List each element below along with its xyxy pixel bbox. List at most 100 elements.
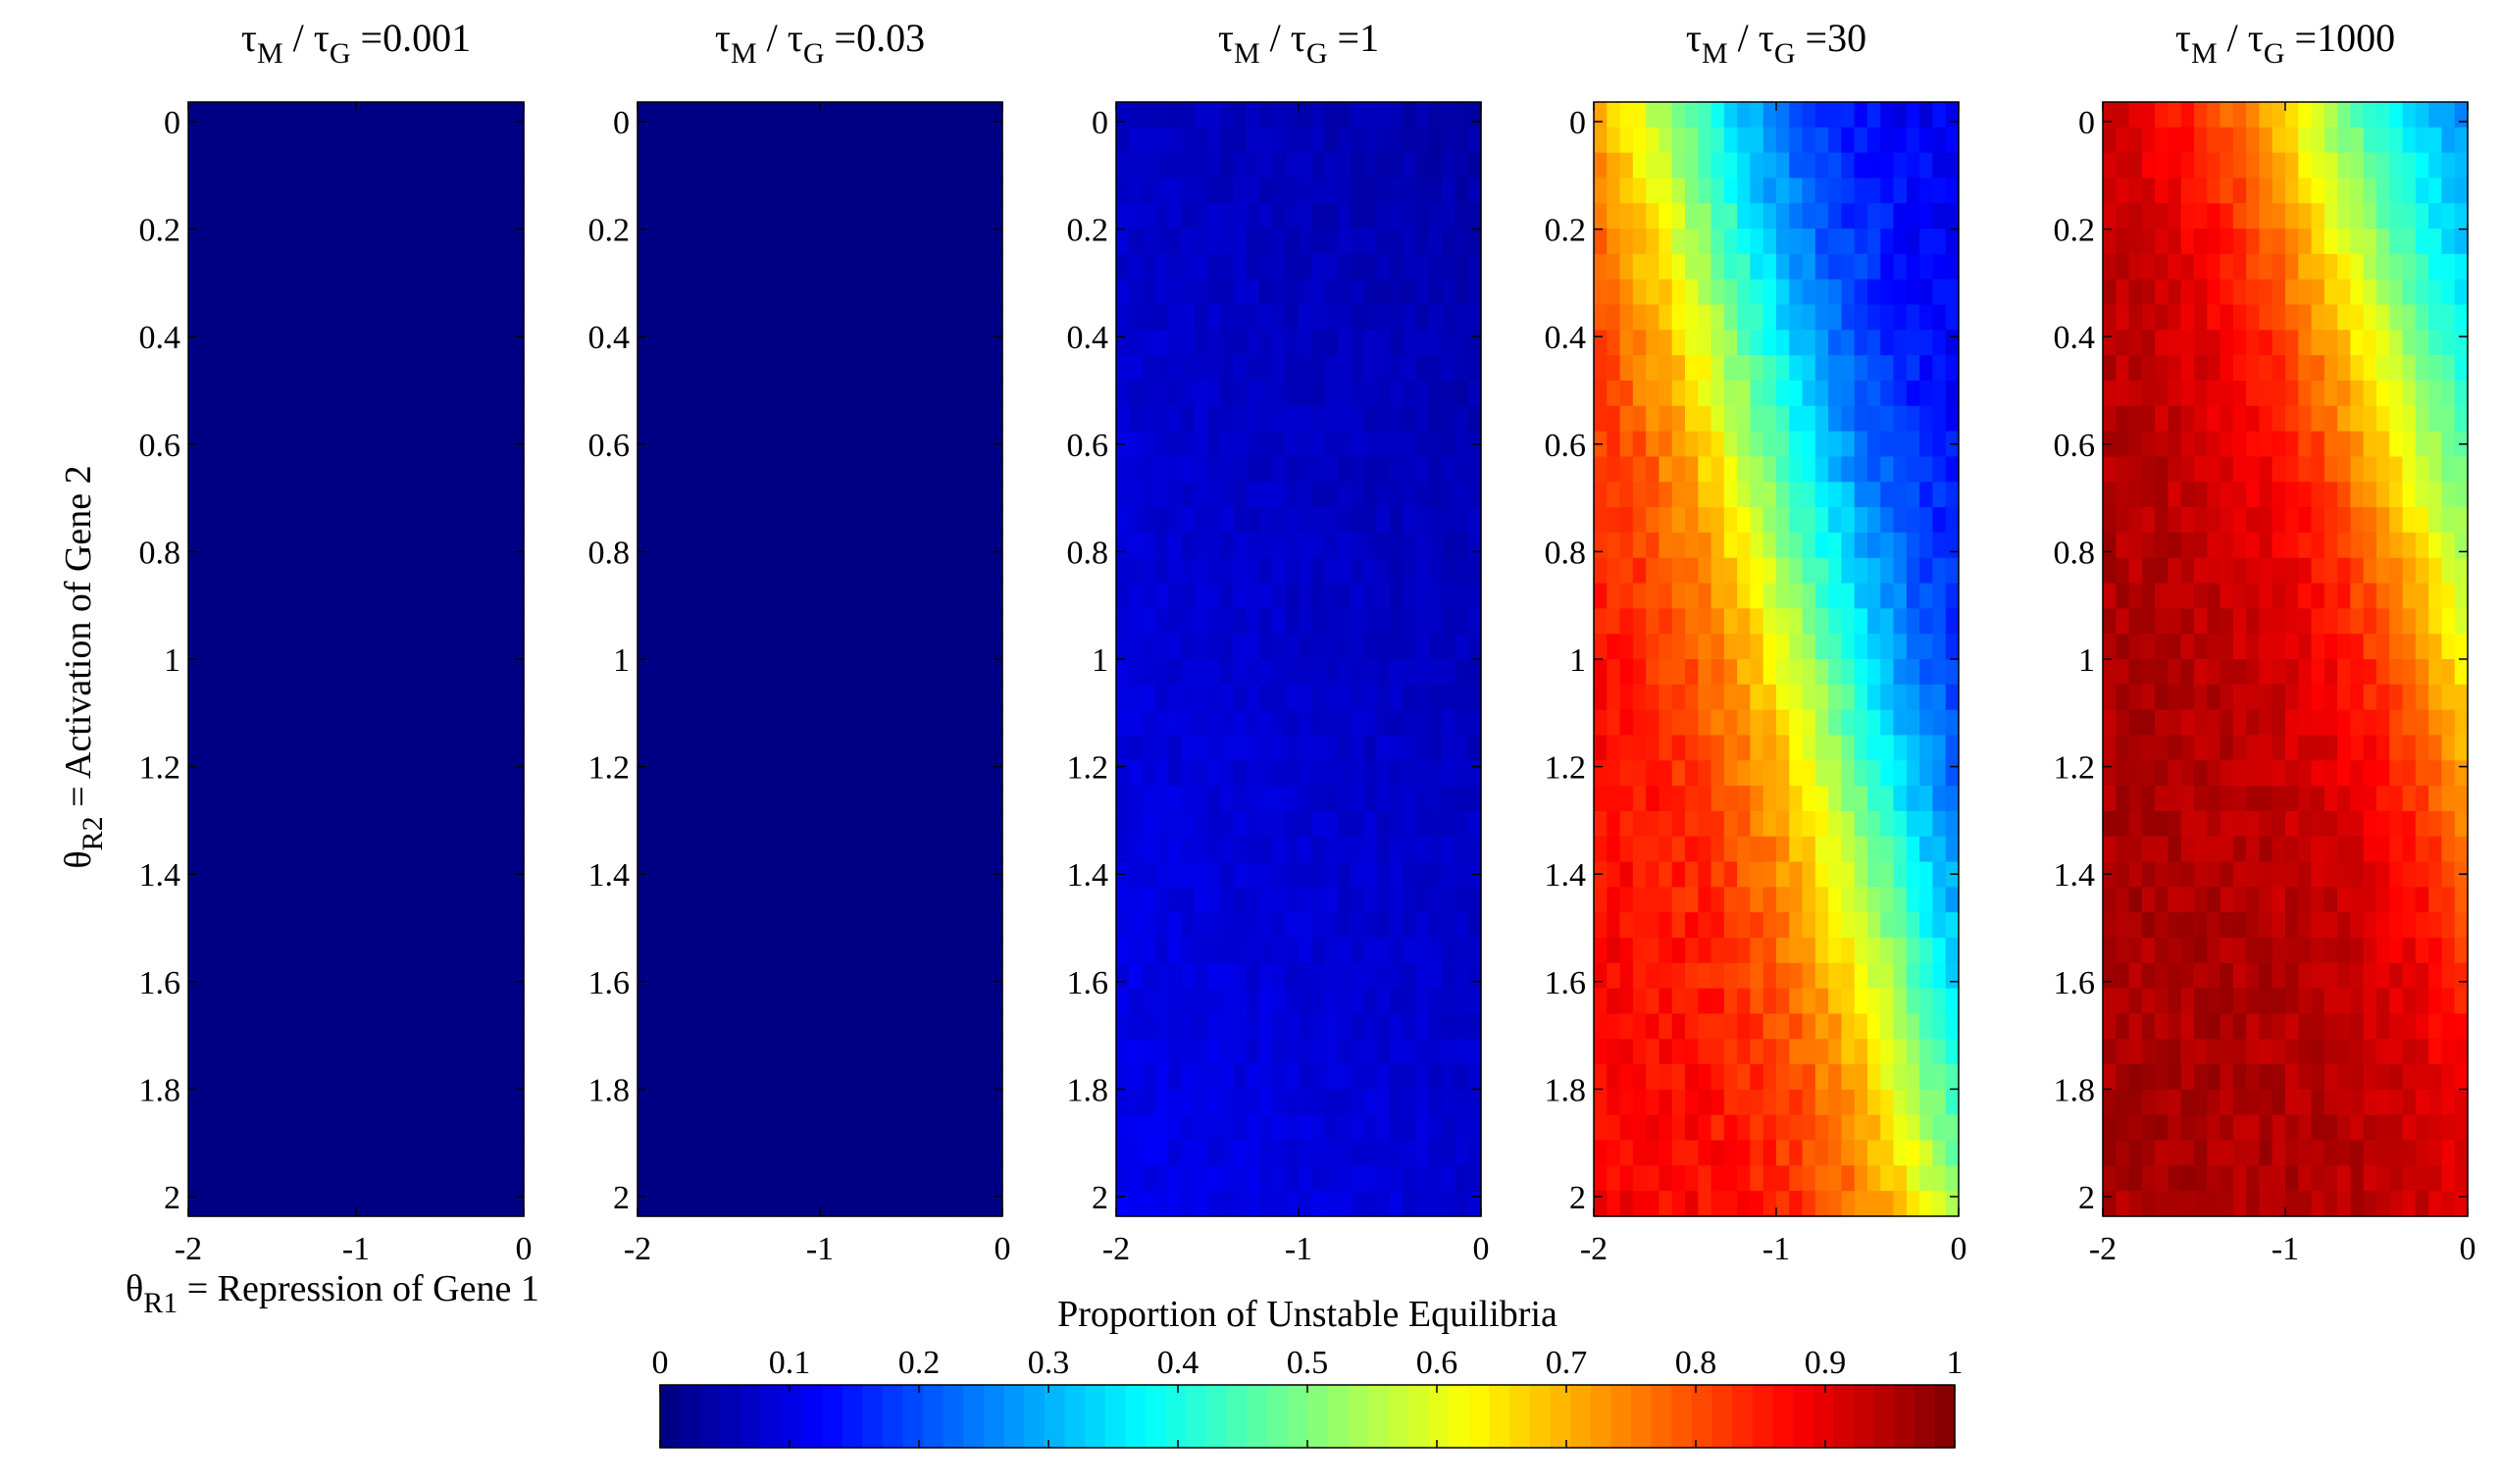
heatmap-cell: [885, 381, 899, 407]
heatmap-cell: [1220, 532, 1235, 559]
heatmap-cell: [911, 709, 925, 737]
heatmap-cell: [200, 1191, 214, 1217]
heatmap-cell: [200, 1114, 214, 1142]
heatmap-cell: [1259, 507, 1274, 534]
heatmap-cell: [1220, 1140, 1235, 1166]
heatmap-cell: [356, 962, 369, 990]
heatmap-cell: [463, 760, 477, 787]
heatmap-cell: [320, 532, 333, 559]
heatmap-cell: [295, 507, 309, 534]
heatmap-cell: [332, 1165, 345, 1192]
heatmap-cell: [1828, 938, 1843, 964]
heatmap-cell: [885, 127, 899, 154]
y-tick-label: 1.8: [1067, 1072, 1109, 1108]
heatmap-cell: [1390, 431, 1404, 458]
heatmap-cell: [1646, 861, 1660, 888]
heatmap-cell: [487, 684, 501, 711]
heatmap-cell: [1324, 355, 1339, 382]
heatmap-cell: [1351, 1064, 1365, 1091]
heatmap-cell: [1299, 861, 1312, 888]
heatmap-cell: [793, 1013, 808, 1040]
heatmap-cell: [650, 709, 665, 737]
heatmap-cell: [1919, 127, 1934, 154]
heatmap-cell: [511, 608, 525, 635]
heatmap-cell: [1363, 1191, 1378, 1217]
heatmap-cell: [1762, 1089, 1777, 1116]
heatmap-cell: [463, 810, 477, 838]
heatmap-cell: [1919, 1064, 1934, 1091]
heatmap-cell: [1272, 1140, 1287, 1166]
heatmap-cell: [1233, 253, 1248, 281]
heatmap-cell: [1698, 253, 1712, 281]
heatmap-cell: [806, 810, 821, 838]
heatmap-cell: [1685, 178, 1699, 204]
heatmap-cell: [1299, 760, 1312, 787]
heatmap-cell: [1646, 1114, 1660, 1142]
heatmap-cell: [689, 482, 704, 508]
heatmap-cell: [989, 507, 1003, 534]
heatmap-cell: [320, 381, 333, 407]
heatmap-cell: [1220, 431, 1235, 458]
heatmap-cell: [332, 456, 345, 483]
heatmap-cell: [1919, 507, 1934, 534]
heatmap-cell: [224, 507, 237, 534]
heatmap-cell: [1299, 634, 1312, 660]
heatmap-cell: [1194, 557, 1208, 585]
heatmap-cell: [1233, 355, 1248, 382]
heatmap-cell: [1789, 1013, 1804, 1040]
heatmap-cell: [949, 355, 964, 382]
heatmap-cell: [1154, 279, 1169, 306]
heatmap-cell: [332, 178, 345, 204]
heatmap-cell: [1814, 887, 1829, 913]
heatmap-cell: [924, 836, 939, 863]
heatmap-cell: [1594, 962, 1608, 990]
heatmap-cell: [343, 861, 357, 888]
heatmap-cell: [650, 203, 665, 230]
heatmap-cell: [989, 102, 1003, 128]
heatmap-cell: [689, 203, 704, 230]
heatmap-cell: [235, 557, 249, 585]
heatmap-cell: [885, 431, 899, 458]
heatmap-cell: [963, 887, 978, 913]
heatmap-cell: [1142, 127, 1156, 154]
heatmap-cell: [332, 810, 345, 838]
heatmap-cell: [1814, 304, 1829, 331]
heatmap-cell: [1311, 1064, 1326, 1091]
heatmap-cell: [451, 810, 465, 838]
heatmap-cell: [1428, 938, 1443, 964]
heatmap-cell: [689, 1114, 704, 1142]
heatmap-cell: [676, 482, 690, 508]
heatmap-cell: [499, 608, 513, 635]
heatmap-cell: [1906, 1114, 1920, 1142]
heatmap-cell: [663, 532, 678, 559]
heatmap-cell: [911, 355, 925, 382]
heatmap-cell: [1723, 634, 1738, 660]
heatmap-cell: [638, 1039, 651, 1065]
heatmap-cell: [1194, 431, 1208, 458]
heatmap-cell: [1698, 229, 1712, 255]
heatmap-cell: [976, 861, 991, 888]
heatmap-cell: [188, 482, 201, 508]
heatmap-cell: [729, 482, 742, 508]
heatmap-cell: [702, 659, 717, 686]
heatmap-cell: [283, 381, 297, 407]
heatmap-cell: [1351, 1114, 1365, 1142]
heatmap-cell: [1685, 152, 1699, 179]
heatmap-cell: [741, 229, 756, 255]
heatmap-cell: [793, 304, 808, 331]
heatmap-cell: [676, 355, 690, 382]
heatmap-cell: [200, 482, 214, 508]
heatmap-cell: [858, 405, 873, 433]
heatmap-cell: [781, 1140, 795, 1166]
heatmap-cell: [976, 152, 991, 179]
heatmap-cell: [1854, 532, 1868, 559]
heatmap-cell: [260, 1064, 274, 1091]
heatmap-cell: [689, 405, 704, 433]
heatmap-cell: [1685, 1064, 1699, 1091]
heatmap-cell: [1324, 304, 1339, 331]
heatmap-cell: [729, 786, 742, 812]
heatmap-cell: [487, 127, 501, 154]
heatmap-cell: [1363, 405, 1378, 433]
heatmap-cell: [793, 684, 808, 711]
heatmap-cell: [416, 178, 429, 204]
